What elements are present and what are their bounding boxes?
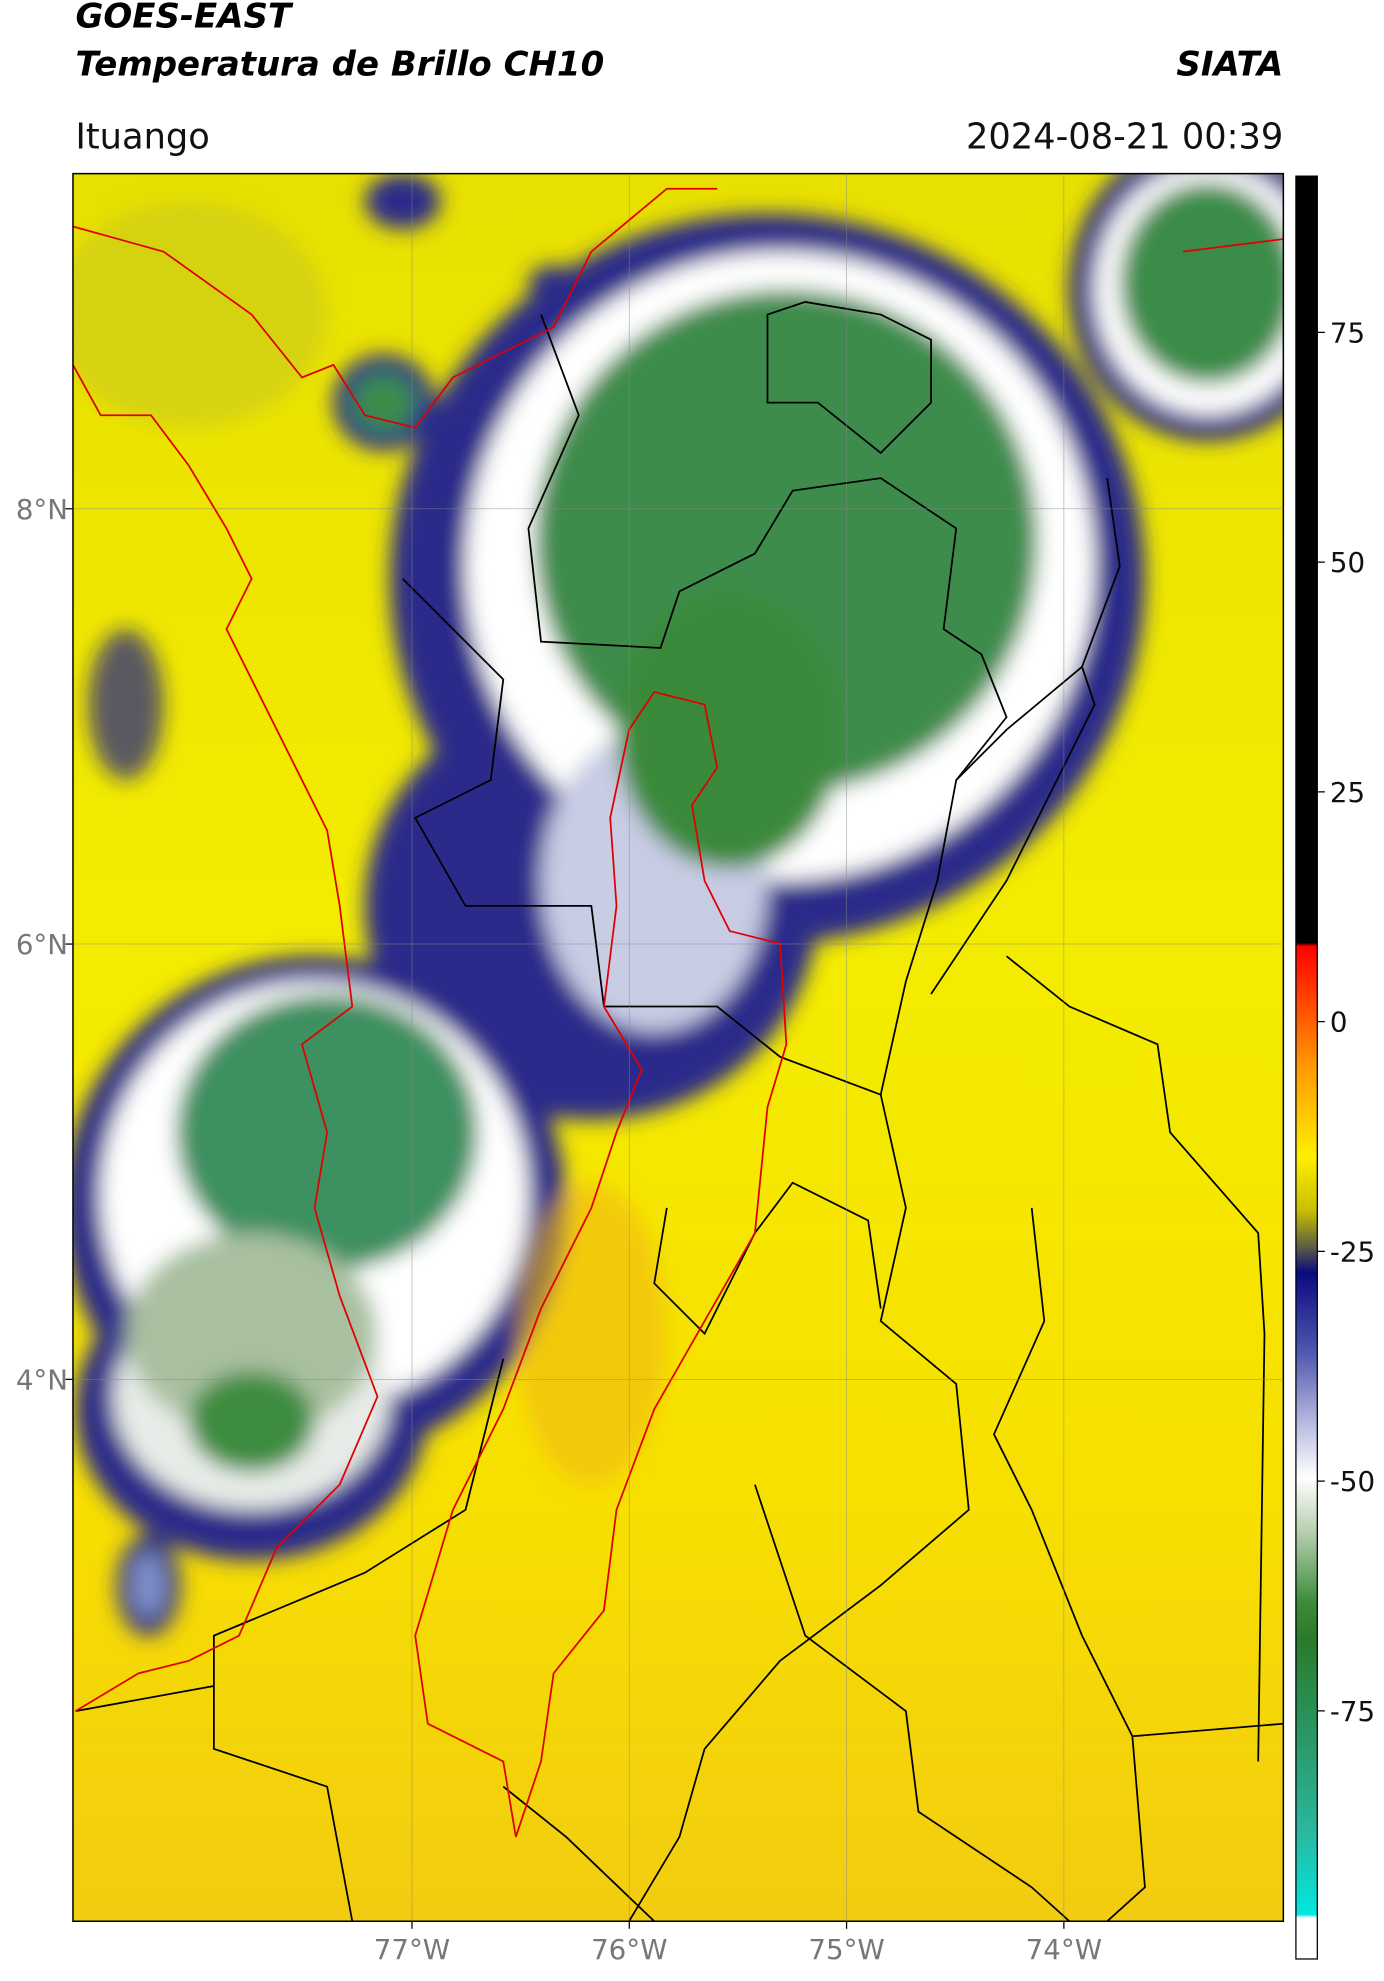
colorbar-tick-label: 25 xyxy=(1330,776,1365,809)
subtitle: Temperatura de Brillo CH10 xyxy=(75,44,604,84)
y-tick-label: 4°N xyxy=(16,1363,68,1396)
colorbar-tick-label: -75 xyxy=(1330,1695,1375,1728)
y-tick-label: 8°N xyxy=(16,493,68,526)
location: Ituango xyxy=(75,116,209,157)
colorbar-tick-label: 0 xyxy=(1330,1006,1348,1039)
brand: SIATA xyxy=(1176,44,1283,84)
map-frame xyxy=(72,172,1285,1922)
satellite-image xyxy=(72,173,1284,1922)
x-tick-label: 75°W xyxy=(808,1933,884,1966)
y-tick-label: 6°N xyxy=(16,928,68,961)
x-tick-label: 77°W xyxy=(374,1933,450,1966)
colorbar xyxy=(1295,175,1318,1960)
datetime: 2024-08-21 00:39 xyxy=(966,116,1283,157)
coastline-boundary xyxy=(72,187,1284,1838)
admin-borders xyxy=(75,301,1284,1922)
x-tick-label: 76°W xyxy=(591,1933,667,1966)
colorbar-tick-label: 75 xyxy=(1330,316,1365,349)
title: GOES-EAST xyxy=(75,0,293,37)
graticule xyxy=(72,173,1284,1922)
colorbar-tick-label: -50 xyxy=(1330,1465,1375,1498)
x-tick-label: 74°W xyxy=(1026,1933,1102,1966)
colorbar-tick-label: 50 xyxy=(1330,546,1365,579)
colorbar-tick-label: -25 xyxy=(1330,1235,1375,1268)
